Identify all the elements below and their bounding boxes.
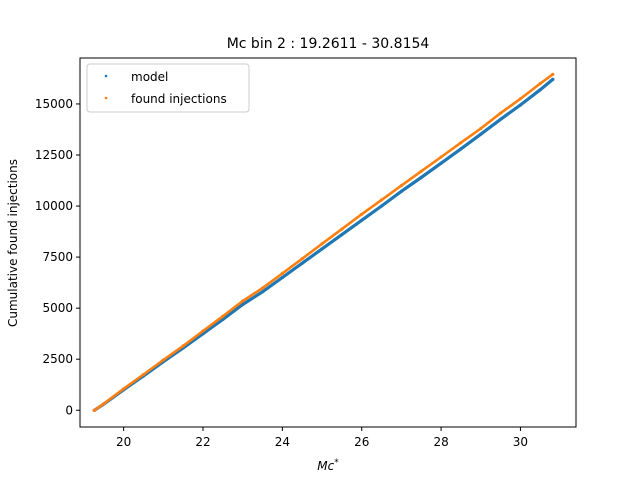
x-tick-label: 22 [195,435,210,449]
data-point [181,344,185,348]
chart-title: Mc bin 2 : 19.2611 - 30.8154 [227,36,430,52]
data-point [380,204,384,208]
y-tick-label: 5000 [42,301,73,315]
x-axis-label: Mc* [317,458,339,473]
x-tick-label: 26 [354,435,369,449]
legend-marker-model [104,74,108,78]
x-axis-label-superscript: * [334,458,339,468]
legend-label-model: model [131,70,168,84]
data-point [221,314,225,318]
data-point [459,141,463,145]
x-tick-label: 30 [513,435,528,449]
data-point [499,117,503,121]
x-axis-ticks: 20 22 24 26 28 30 [116,427,528,449]
data-point [300,257,304,261]
data-point [340,227,344,231]
data-point [241,299,245,303]
data-point [360,218,364,222]
legend-box [86,63,250,113]
data-point [518,97,523,101]
data-point [439,155,443,159]
y-axis-ticks: 0 2500 5000 7500 10000 12500 15000 [35,97,80,417]
data-point [161,358,165,362]
y-tick-label: 7500 [42,250,73,264]
data-point [551,77,555,81]
data-point [260,290,265,294]
data-point [538,81,542,86]
data-point [92,408,96,412]
data-point [241,302,245,307]
data-point [399,184,403,188]
data-point [360,212,364,216]
data-point [499,111,503,115]
x-tick-label: 20 [116,435,131,449]
series-1 [92,72,555,412]
data-point [221,317,225,321]
data-point [479,126,483,131]
data-point [551,72,555,76]
data-point [380,198,384,202]
data-point [439,161,443,165]
data-point [399,189,403,193]
legend: model found injections [86,63,250,113]
y-tick-label: 12500 [35,148,73,162]
data-point [320,242,324,246]
data-point [479,132,483,136]
data-point [538,88,542,92]
data-point [122,387,126,391]
data-point [141,372,146,377]
y-tick-label: 0 [65,403,73,417]
data-point [320,247,324,251]
data-point [260,286,265,290]
data-point [201,329,205,333]
y-tick-label: 15000 [35,97,73,111]
series-layer [92,72,555,412]
data-point [419,175,423,180]
data-point [300,261,304,265]
y-tick-label: 10000 [35,199,73,213]
plot-frame [79,57,577,428]
data-point [280,275,284,280]
y-tick-label: 2500 [42,352,73,366]
data-point [518,103,523,107]
x-tick-label: 28 [433,435,448,449]
x-tick-label: 24 [275,435,290,449]
x-axis-label-text: Mc [317,459,334,473]
legend-marker-found-injections [104,96,108,100]
data-point [280,271,284,275]
data-point [419,169,423,173]
data-point [459,147,463,151]
data-point [102,402,106,406]
y-axis-label: Cumulative found injections [6,159,20,327]
data-point [340,233,344,237]
legend-label-found-injections: found injections [131,92,227,106]
